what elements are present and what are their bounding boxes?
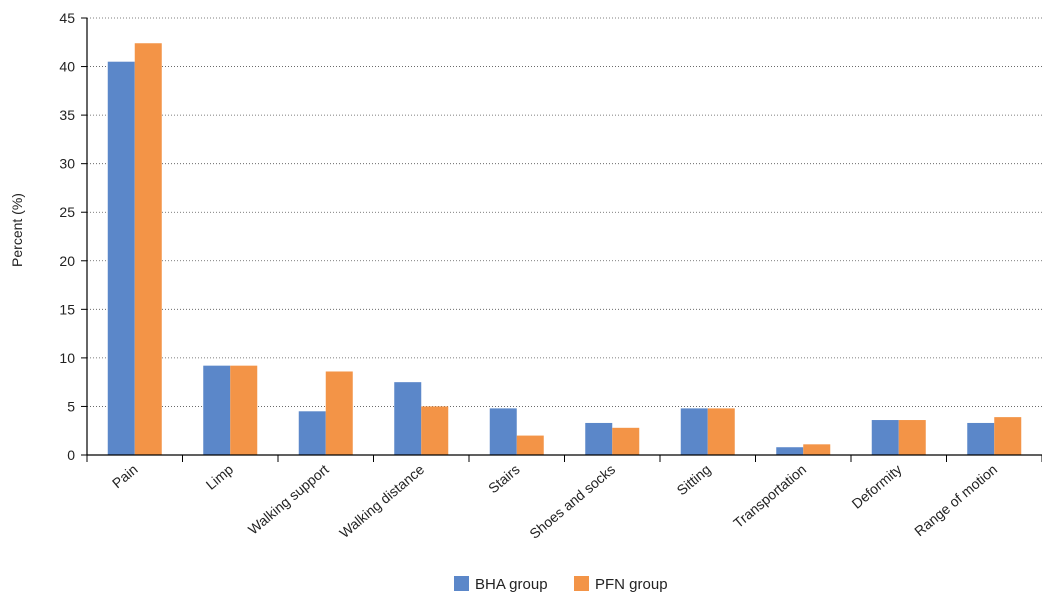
x-tick-label: Range of motion	[911, 461, 1000, 539]
x-tick-label: Deformity	[849, 461, 905, 512]
bar-bha	[394, 382, 422, 455]
bar-bha	[489, 408, 517, 455]
bar-pfn	[898, 420, 926, 455]
bar-bha	[680, 408, 708, 455]
y-tick-label: 0	[67, 447, 75, 463]
y-tick-label: 45	[59, 10, 75, 26]
x-tick-label: Transportation	[730, 461, 809, 531]
x-tick-label: Limp	[203, 461, 237, 493]
y-axis-label: Percent (%)	[9, 193, 25, 267]
bar-bha	[585, 422, 613, 455]
bar-pfn	[230, 365, 258, 455]
bar-bha	[298, 411, 326, 455]
bar-pfn	[612, 427, 640, 455]
bar-pfn	[994, 417, 1022, 455]
bar-bha	[871, 420, 899, 455]
bar-pfn	[707, 408, 735, 455]
x-tick-label: Shoes and socks	[526, 461, 618, 542]
x-tick-label: Pain	[109, 461, 141, 491]
y-tick-label: 30	[59, 156, 75, 172]
x-tick-label: Walking support	[245, 461, 332, 538]
bar-bha	[107, 61, 135, 455]
x-tick-label: Stairs	[485, 461, 523, 496]
y-tick-label: 20	[59, 253, 75, 269]
bar-bha	[967, 422, 995, 455]
legend: BHA group PFN group	[454, 576, 668, 593]
gridlines	[87, 17, 1042, 407]
x-tick-labels: Pain Limp Walking support Walking distance S…	[109, 461, 1000, 542]
legend-label-bha: BHA group	[475, 576, 548, 593]
y-tick-label: 15	[59, 301, 75, 317]
y-tick-label: 10	[59, 350, 75, 366]
bar-bha	[776, 447, 804, 455]
y-tick-label: 35	[59, 107, 75, 123]
axes	[81, 17, 1042, 462]
legend-label-pfn: PFN group	[595, 576, 668, 593]
y-tick-labels: 0 5 10 15 20 25 30 35 40 45	[59, 10, 75, 463]
y-tick-label: 5	[67, 398, 75, 414]
bars	[107, 43, 1022, 455]
bar-pfn	[516, 435, 544, 455]
bar-pfn	[803, 444, 831, 455]
bar-pfn	[134, 43, 162, 455]
y-tick-label: 25	[59, 204, 75, 220]
bar-bha	[203, 365, 231, 455]
bar-pfn	[325, 371, 353, 455]
x-tick-label: Sitting	[674, 461, 714, 498]
bar-pfn	[421, 406, 449, 455]
legend-swatch-pfn	[574, 576, 589, 591]
y-tick-label: 40	[59, 59, 75, 75]
x-tick-label: Walking distance	[336, 461, 427, 541]
legend-swatch-bha	[454, 576, 469, 591]
